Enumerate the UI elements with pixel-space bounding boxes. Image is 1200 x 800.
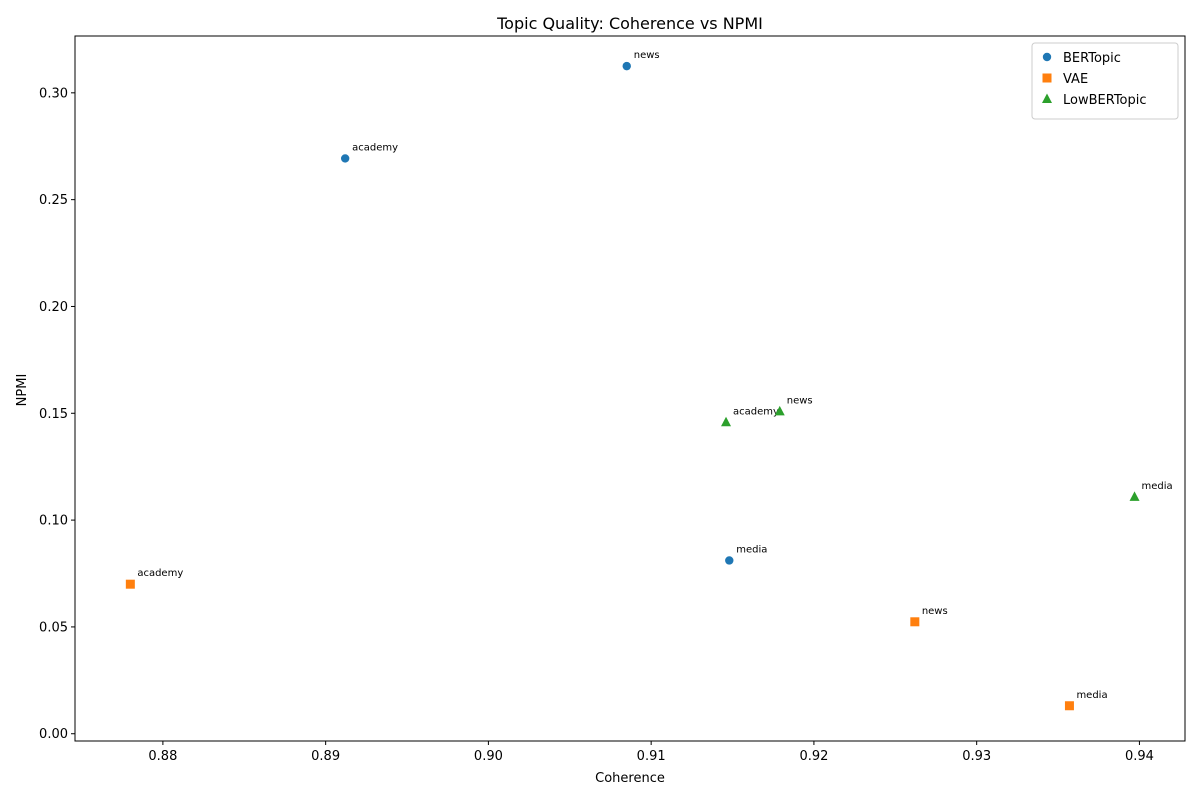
legend-entry: LowBERTopic <box>1042 93 1147 108</box>
data-point <box>721 416 732 427</box>
data-point <box>622 61 631 71</box>
legend-entry: VAE <box>1042 72 1088 87</box>
x-tick-label: 0.90 <box>474 749 503 764</box>
y-tick-label: 0.05 <box>39 620 68 635</box>
legend-entry: BERTopic <box>1042 51 1121 66</box>
legend-label: LowBERTopic <box>1063 93 1147 108</box>
legend-label: VAE <box>1063 72 1088 87</box>
y-tick-label: 0.00 <box>39 727 68 742</box>
data-point <box>774 405 785 416</box>
data-point <box>1129 491 1140 501</box>
legend-label: BERTopic <box>1063 51 1121 66</box>
point-label: news <box>922 606 948 617</box>
axes-frame <box>74 35 1186 742</box>
legend-marker <box>1042 73 1052 83</box>
point-label: academy <box>352 142 398 153</box>
x-tick-label: 0.92 <box>799 749 828 764</box>
point-label: news <box>634 50 660 61</box>
point-label: media <box>736 544 767 555</box>
x-tick-label: 0.93 <box>962 749 991 764</box>
x-tick-label: 0.94 <box>1125 749 1154 764</box>
series-bertopic: news academy media <box>340 50 767 565</box>
point-label: media <box>1142 481 1173 492</box>
legend-marker <box>1042 93 1052 103</box>
data-point <box>340 154 350 163</box>
y-tick-label: 0.10 <box>39 514 68 529</box>
data-point <box>725 556 734 565</box>
point-label: academy <box>733 406 779 417</box>
x-tick-label: 0.89 <box>311 749 340 764</box>
y-tick-label: 0.25 <box>39 193 68 208</box>
chart-title: Topic Quality: Coherence vs NPMI <box>496 14 763 33</box>
plot-area: 0.88 0.89 0.90 0.91 0.92 0.93 0.94 0.00 0.05 0.10… <box>39 35 1186 764</box>
x-axis-label: Coherence <box>595 771 665 786</box>
point-label: academy <box>137 568 183 579</box>
series-vae: academy news media <box>125 568 1108 711</box>
y-axis-label: NPMI <box>15 374 30 407</box>
y-tick-label: 0.20 <box>39 300 68 315</box>
legend-marker <box>1042 52 1052 62</box>
point-label: news <box>787 395 813 406</box>
x-tick-label: 0.91 <box>637 749 666 764</box>
y-tick-label: 0.30 <box>39 86 68 101</box>
data-point <box>1064 701 1074 711</box>
y-tick-label: 0.15 <box>39 407 68 422</box>
data-point <box>910 617 920 627</box>
series-lowbertopic: academy news media <box>721 395 1173 501</box>
legend-box <box>1031 42 1179 120</box>
data-point <box>125 579 135 589</box>
legend: BERTopic VAE LowBERTopic <box>1031 42 1179 120</box>
x-tick-label: 0.88 <box>148 749 177 764</box>
point-label: media <box>1076 690 1107 701</box>
